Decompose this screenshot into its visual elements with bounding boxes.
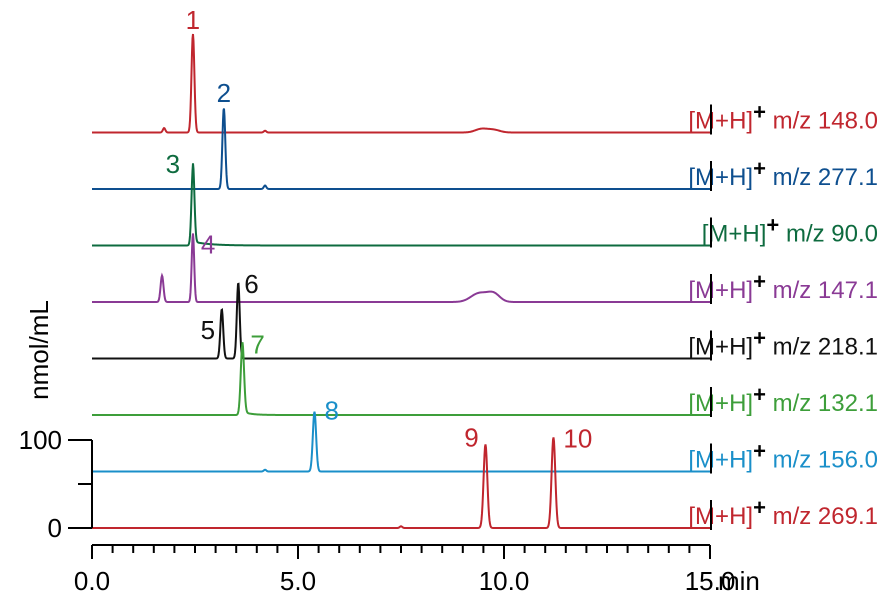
peak-label: 2 [217,78,231,108]
trace-line [92,437,710,529]
y-axis-label: nmol/mL [24,300,54,400]
axes-layer: 0.0 5.0 10.0 15.0 0 100 min nmol/mL [19,300,760,594]
legend-entry: [M+H]+ m/z 90.0 [702,213,878,248]
legend-layer: [M+H]+ m/z 148.0 [M+H]+ m/z 277.1 [M+H]+ m… [688,100,878,530]
peak-label: 3 [166,149,180,179]
legend-entry: [M+H]+ m/z 218.1 [688,326,878,361]
peak-label: 5 [201,315,215,345]
trace-line [92,33,710,134]
legend-entry: [M+H]+ m/z 269.1 [688,495,878,530]
peak-label: 10 [563,423,592,453]
legend-entry: [M+H]+ m/z 132.1 [688,382,878,417]
peak-labels-layer: 1 2 3 4 56 7 8 9 10 [166,5,593,453]
trace-line [92,233,710,303]
y-ticks: 0 100 [19,425,92,543]
legend-entry: [M+H]+ m/z 156.0 [688,439,878,474]
legend-entry: [M+H]+ m/z 147.1 [688,269,878,304]
y-tick-label: 100 [19,425,62,455]
peak-label: 1 [186,5,200,35]
x-tick-label: 0.0 [74,566,110,594]
peak-label: 9 [464,422,478,452]
x-ticks: 0.0 5.0 10.0 15.0 [74,545,735,594]
legend-entry: [M+H]+ m/z 148.0 [688,100,878,135]
trace-line [92,163,710,247]
trace-line [92,108,710,190]
peak-label: 4 [201,229,215,259]
peak-label: 8 [325,396,339,426]
x-tick-label: 5.0 [280,566,316,594]
legend-entry: [M+H]+ m/z 277.1 [688,156,878,191]
y-tick-label: 0 [48,513,62,543]
peak-label: 6 [244,269,258,299]
x-axis-label: min [718,566,760,594]
x-tick-label: 15.0 [685,566,736,594]
trace-line [92,282,710,360]
peak-label: 7 [250,330,264,360]
trace-line [92,411,710,473]
traces-layer [92,33,710,529]
trace-line [92,342,710,416]
x-tick-label: 10.0 [479,566,530,594]
